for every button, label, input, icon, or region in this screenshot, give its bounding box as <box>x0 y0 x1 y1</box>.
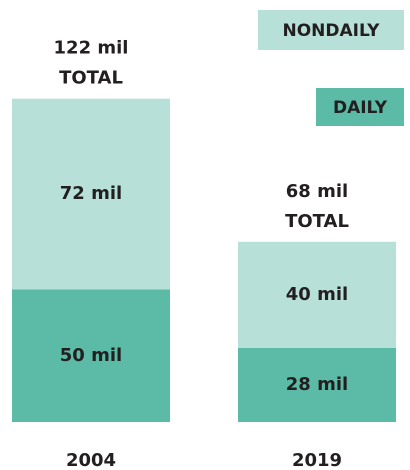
total-caption: TOTAL <box>59 68 123 89</box>
total-label: 68 mil <box>286 181 348 202</box>
value-label: 28 mil <box>286 374 348 395</box>
value-label: 72 mil <box>60 183 122 204</box>
bar-segment <box>238 347 396 422</box>
value-label: 50 mil <box>60 345 122 366</box>
legend-label: DAILY <box>333 98 388 118</box>
total-caption: TOTAL <box>285 211 349 232</box>
x-tick-label: 2019 <box>292 450 342 470</box>
bar-segment <box>12 98 170 290</box>
x-tick-label: 2004 <box>66 450 116 470</box>
value-label: 40 mil <box>286 284 348 305</box>
legend-swatch <box>258 10 404 50</box>
total-label: 122 mil <box>54 38 129 59</box>
legend-label: NONDAILY <box>283 21 381 41</box>
bar-segment <box>12 289 170 422</box>
bar-segment <box>238 241 396 348</box>
legend-swatch <box>316 88 404 126</box>
